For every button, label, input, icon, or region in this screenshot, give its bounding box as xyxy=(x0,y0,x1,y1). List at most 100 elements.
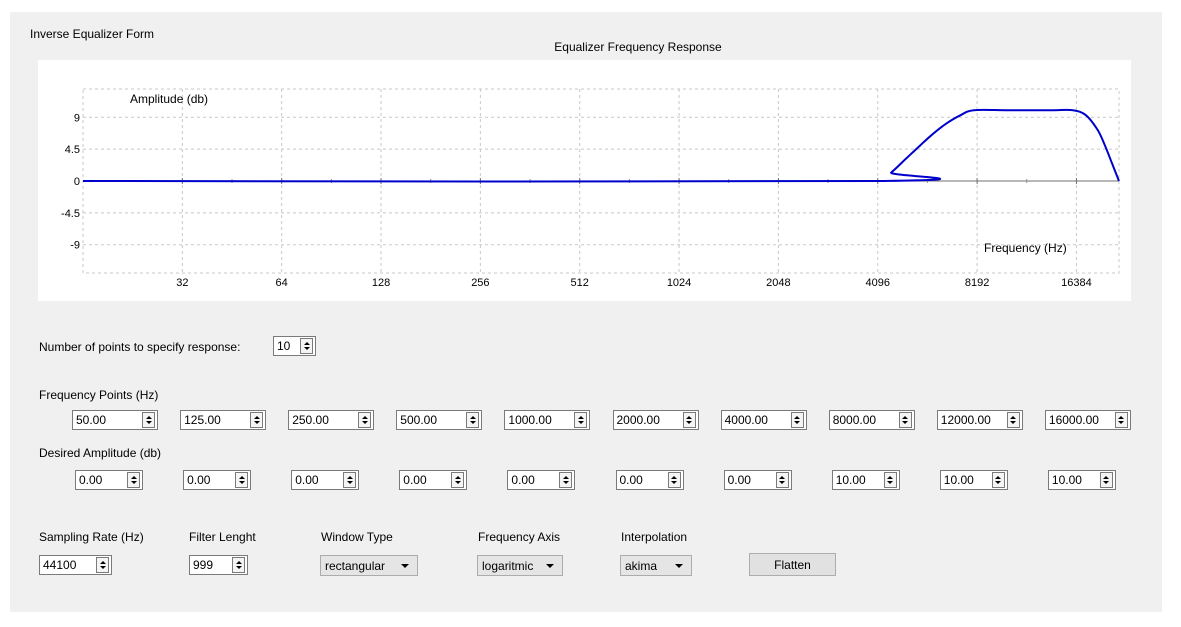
interpolation-label: Interpolation xyxy=(621,530,688,544)
frequency-point-spin-buttons[interactable] xyxy=(1006,412,1020,428)
x-tick-label: 32 xyxy=(176,277,188,289)
frequency-point-spin-buttons[interactable] xyxy=(682,412,696,428)
sampling-rate-spin-buttons[interactable] xyxy=(96,557,109,573)
frequency-point-stepper-5[interactable]: 1000.00 xyxy=(504,410,591,430)
filter-length-value: 999 xyxy=(193,558,214,572)
window-type-value: rectangular xyxy=(325,558,386,573)
frequency-point-value: 125.00 xyxy=(184,413,221,427)
desired-amplitude-stepper-7[interactable]: 0.00 xyxy=(723,470,792,490)
y-tick-label: -4.5 xyxy=(61,208,80,220)
desired-amplitude-stepper-10[interactable]: 10.00 xyxy=(1047,470,1116,490)
desired-amplitude-stepper-6[interactable]: 0.00 xyxy=(615,470,684,490)
frequency-point-stepper-2[interactable]: 125.00 xyxy=(180,410,267,430)
sampling-rate-label: Sampling Rate (Hz) xyxy=(39,530,144,544)
desired-amplitude-value: 10.00 xyxy=(835,473,866,487)
x-tick-label: 1024 xyxy=(667,277,691,289)
y-tick-label: 9 xyxy=(74,112,80,124)
desired-amplitude-value: 0.00 xyxy=(727,473,751,487)
frequency-point-spin-buttons[interactable] xyxy=(250,412,264,428)
desired-amplitude-stepper-9[interactable]: 10.00 xyxy=(939,470,1008,490)
frequency-points-label: Frequency Points (Hz) xyxy=(39,388,159,402)
frequency-point-stepper-7[interactable]: 4000.00 xyxy=(720,410,807,430)
desired-amplitude-spin-buttons[interactable] xyxy=(559,472,573,488)
chart-svg: 9 4.5 0 -4.5 -9 32 64 128 256 512 1024 2048 4096 8192… xyxy=(61,88,1120,289)
form-title: Inverse Equalizer Form xyxy=(30,27,155,41)
desired-amplitude-spin-buttons[interactable] xyxy=(775,472,789,488)
frequency-point-spin-buttons[interactable] xyxy=(142,412,155,428)
desired-amplitude-spin-buttons[interactable] xyxy=(343,472,357,488)
window-type-select[interactable]: rectangular xyxy=(320,555,418,576)
flatten-button[interactable]: Flatten xyxy=(749,553,836,576)
frequency-point-value: 16000.00 xyxy=(1048,413,1099,427)
interpolation-select[interactable]: akima xyxy=(620,555,692,576)
desired-amplitude-value: 0.00 xyxy=(79,473,103,487)
desired-amplitude-value: 10.00 xyxy=(943,473,974,487)
frequency-point-value: 4000.00 xyxy=(724,413,768,427)
x-axis-label: Frequency (Hz) xyxy=(984,241,1067,255)
desired-amplitude-stepper-5[interactable]: 0.00 xyxy=(507,470,576,490)
desired-amplitude-stepper-8[interactable]: 10.00 xyxy=(831,470,900,490)
frequency-axis-label: Frequency Axis xyxy=(478,530,561,544)
frequency-point-spin-buttons[interactable] xyxy=(358,412,372,428)
frequency-point-stepper-9[interactable]: 12000.00 xyxy=(936,410,1023,430)
filter-length-stepper[interactable]: 999 xyxy=(189,555,248,575)
desired-amplitude-value: 10.00 xyxy=(1051,473,1082,487)
desired-amplitude-stepper-3[interactable]: 0.00 xyxy=(291,470,360,490)
y-tick-label: -9 xyxy=(70,240,80,252)
frequency-point-value: 500.00 xyxy=(400,413,437,427)
y-tick-label: 0 xyxy=(74,176,80,188)
desired-amplitude-spin-buttons[interactable] xyxy=(1099,472,1113,488)
points-count-value: 10 xyxy=(277,339,291,353)
chevron-down-icon xyxy=(675,563,683,568)
desired-amplitude-spin-buttons[interactable] xyxy=(451,472,465,488)
frequency-point-value: 250.00 xyxy=(292,413,329,427)
y-axis-label: Amplitude (db) xyxy=(130,92,209,106)
points-count-stepper[interactable]: 10 xyxy=(273,336,316,356)
sampling-rate-value: 44100 xyxy=(43,558,77,572)
desired-amplitude-stepper-1[interactable]: 0.00 xyxy=(75,470,143,490)
desired-amplitude-spin-buttons[interactable] xyxy=(235,472,249,488)
frequency-point-spin-buttons[interactable] xyxy=(1114,412,1128,428)
desired-amplitude-stepper-4[interactable]: 0.00 xyxy=(399,470,468,490)
frequency-axis-value: logaritmic xyxy=(482,558,534,573)
sampling-rate-stepper[interactable]: 44100 xyxy=(39,555,112,575)
filter-length-spin-buttons[interactable] xyxy=(232,557,245,573)
frequency-point-stepper-10[interactable]: 16000.00 xyxy=(1044,410,1131,430)
desired-amplitude-spin-buttons[interactable] xyxy=(883,472,897,488)
desired-amplitude-spin-buttons[interactable] xyxy=(127,472,140,488)
frequency-point-stepper-1[interactable]: 50.00 xyxy=(72,410,158,430)
chevron-down-icon xyxy=(401,563,409,568)
frequency-point-stepper-3[interactable]: 250.00 xyxy=(288,410,375,430)
chart-title: Equalizer Frequency Response xyxy=(554,40,722,54)
desired-amplitude-value: 0.00 xyxy=(187,473,211,487)
x-tick-label: 512 xyxy=(571,277,589,289)
x-tick-label: 64 xyxy=(276,277,288,289)
frequency-point-stepper-4[interactable]: 500.00 xyxy=(396,410,483,430)
frequency-point-value: 12000.00 xyxy=(940,413,991,427)
frequency-point-stepper-6[interactable]: 2000.00 xyxy=(612,410,699,430)
frequency-point-spin-buttons[interactable] xyxy=(898,412,912,428)
desired-amplitude-spin-buttons[interactable] xyxy=(667,472,681,488)
frequency-response-chart: 9 4.5 0 -4.5 -9 32 64 128 256 512 1024 2048 4096 8192… xyxy=(38,60,1131,301)
desired-amplitude-value: 0.00 xyxy=(511,473,535,487)
response-series-line xyxy=(82,108,1120,183)
points-count-label: Number of points to specify response: xyxy=(39,340,241,354)
frequency-point-spin-buttons[interactable] xyxy=(790,412,804,428)
desired-amplitude-stepper-2[interactable]: 0.00 xyxy=(183,470,252,490)
x-tick-label: 256 xyxy=(471,277,489,289)
frequency-point-value: 2000.00 xyxy=(616,413,660,427)
frequency-point-value: 50.00 xyxy=(76,413,107,427)
frequency-point-value: 8000.00 xyxy=(832,413,877,427)
x-tick-label: 128 xyxy=(372,277,390,289)
filter-length-label: Filter Lenght xyxy=(189,530,256,544)
frequency-point-value: 1000.00 xyxy=(508,413,552,427)
x-tick-label: 4096 xyxy=(866,277,890,289)
desired-amplitude-value: 0.00 xyxy=(619,473,643,487)
frequency-axis-select[interactable]: logaritmic xyxy=(477,555,563,576)
frequency-point-spin-buttons[interactable] xyxy=(466,412,480,428)
points-count-spin-buttons[interactable] xyxy=(300,338,313,354)
frequency-point-stepper-8[interactable]: 8000.00 xyxy=(828,410,915,430)
desired-amplitude-spin-buttons[interactable] xyxy=(991,472,1005,488)
y-tick-label: 4.5 xyxy=(65,144,80,156)
frequency-point-spin-buttons[interactable] xyxy=(574,412,588,428)
